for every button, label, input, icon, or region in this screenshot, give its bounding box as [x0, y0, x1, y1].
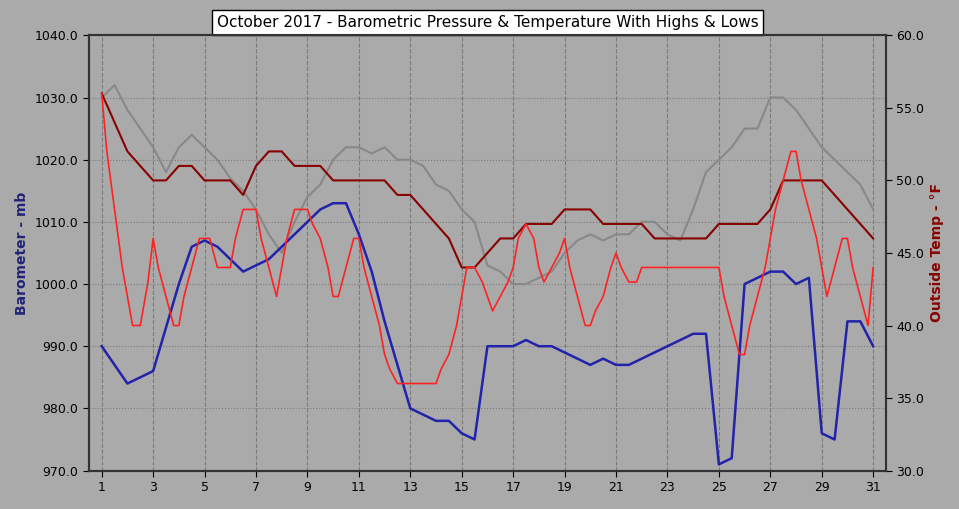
Y-axis label: Outside Temp - °F: Outside Temp - °F: [930, 183, 944, 323]
Title: October 2017 - Barometric Pressure & Temperature With Highs & Lows: October 2017 - Barometric Pressure & Tem…: [217, 15, 759, 30]
Y-axis label: Barometer - mb: Barometer - mb: [15, 191, 29, 315]
